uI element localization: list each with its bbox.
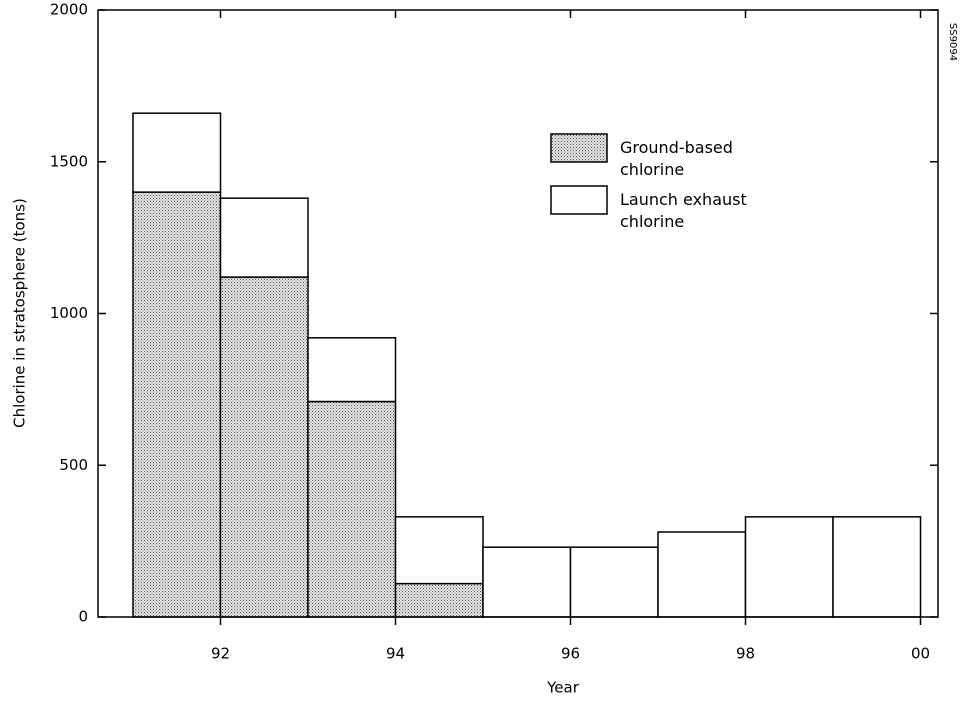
side-label: SS9094	[947, 23, 958, 61]
bar-segment	[219, 197, 309, 278]
x-tick-label: 94	[386, 645, 405, 663]
bar-segment	[482, 546, 572, 618]
y-axis-label: Chlorine in stratosphere (tons)	[11, 198, 29, 428]
x-tick-label: 00	[911, 645, 930, 663]
x-axis-label: Year	[546, 679, 580, 697]
y-tick-label: 1000	[50, 304, 88, 322]
bar-segment	[569, 546, 659, 618]
y-tick-label: 2000	[50, 1, 88, 19]
bar-segment	[657, 531, 747, 618]
legend-swatch	[550, 185, 608, 215]
bar-segment	[307, 400, 397, 618]
bar-segment	[394, 582, 484, 618]
x-tick-label: 96	[561, 645, 580, 663]
bar-segment	[132, 191, 222, 618]
y-tick-label: 500	[59, 456, 88, 474]
x-tick-label: 92	[211, 645, 230, 663]
bar-segment	[832, 516, 922, 618]
y-tick-label: 0	[78, 608, 88, 626]
legend-label: Ground-based chlorine	[620, 138, 733, 179]
bar-segment	[394, 516, 484, 585]
bar-segment	[307, 337, 397, 403]
bar-segment	[219, 276, 309, 618]
legend-label: Launch exhaust chlorine	[620, 190, 747, 231]
bar-segment	[744, 516, 834, 618]
legend-swatch	[550, 133, 608, 163]
bar-segment	[132, 112, 222, 193]
x-tick-label: 98	[736, 645, 755, 663]
y-tick-label: 1500	[50, 152, 88, 170]
